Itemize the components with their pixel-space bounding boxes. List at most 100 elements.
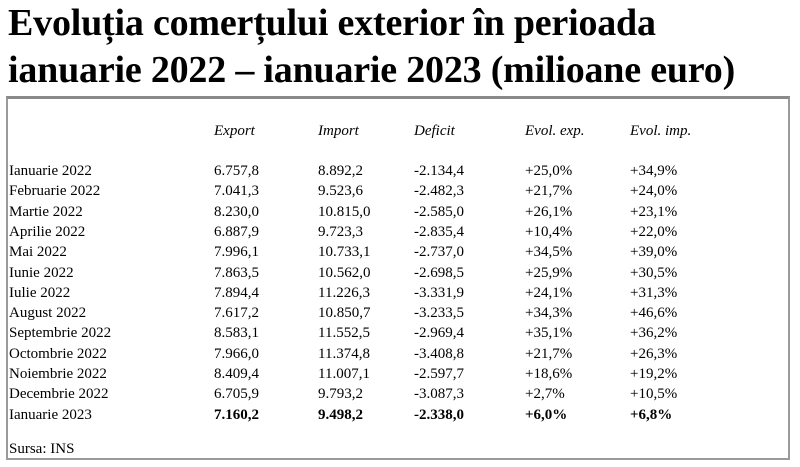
deficit-value: -3.331,9 <box>414 284 464 301</box>
deficit-value: -2.698,5 <box>414 264 464 281</box>
deficit-value: -2.597,7 <box>414 366 464 382</box>
export-value: 7.160,2 <box>214 406 259 423</box>
title-line-1: Evoluția comerțului exterior în perioada <box>8 2 656 44</box>
deficit-value: -2.835,4 <box>414 223 464 240</box>
row-label: Ianuarie 2022 <box>9 163 92 179</box>
import-value: 10.733,1 <box>318 244 371 261</box>
deficit-value: -3.233,5 <box>414 305 464 322</box>
evol-exp-value: +10,4% <box>525 223 573 240</box>
evol-exp-value: +6,0% <box>525 406 568 423</box>
import-value: 10.850,7 <box>318 305 371 322</box>
table-row: Noiembrie 2022 8.409,4 11.007,1 -2.597,7 +18… <box>0 364 800 384</box>
evol-exp-value: +34,3% <box>525 305 573 322</box>
export-value: 7.863,5 <box>214 264 259 281</box>
evol-imp-value: +19,2% <box>630 366 678 382</box>
table-row: Februarie 2022 7.041,3 9.523,6 -2.482,3 +21,… <box>0 181 800 201</box>
export-value: 7.617,2 <box>214 305 259 322</box>
column-header-deficit: Deficit <box>414 123 455 139</box>
import-value: 11.226,3 <box>318 284 370 301</box>
row-label: Martie 2022 <box>9 203 83 220</box>
deficit-value: -2.482,3 <box>414 183 464 200</box>
table-row: Octombrie 2022 7.966,0 11.374,8 -3.408,8 +21… <box>0 344 800 364</box>
import-value: 11.552,5 <box>318 325 370 342</box>
row-label: Ianuarie 2023 <box>9 406 92 423</box>
export-value: 8.230,0 <box>214 203 259 220</box>
export-value: 7.966,0 <box>214 345 259 362</box>
evol-exp-value: +21,7% <box>525 345 573 362</box>
row-label: Iulie 2022 <box>9 284 71 301</box>
evol-imp-value: +46,6% <box>630 305 678 322</box>
import-value: 9.498,2 <box>318 406 363 423</box>
evol-exp-value: +26,1% <box>525 203 573 220</box>
table-row: Septembrie 2022 8.583,1 11.552,5 -2.969,4 +3… <box>0 323 800 343</box>
import-value: 10.815,0 <box>318 203 371 220</box>
export-value: 6.705,9 <box>214 386 259 403</box>
column-header-evol-exp: Evol. exp. <box>525 123 585 139</box>
table-row: Mai 2022 7.996,1 10.733,1 -2.737,0 +34,5% +39… <box>0 242 800 262</box>
page-title: Evoluția comerțului exterior în perioada… <box>8 0 735 94</box>
table-row: Martie 2022 8.230,0 10.815,0 -2.585,0 +26,1%… <box>0 202 800 222</box>
row-label: Septembrie 2022 <box>9 325 112 342</box>
import-value: 10.562,0 <box>318 264 371 281</box>
table-row: Aprilie 2022 6.887,9 9.723,3 -2.835,4 +10,4%… <box>0 222 800 242</box>
table-row: August 2022 7.617,2 10.850,7 -3.233,5 +34,3%… <box>0 303 800 323</box>
table-row: Decembrie 2022 6.705,9 9.793,2 -3.087,3 +2,7… <box>0 384 800 404</box>
row-label: August 2022 <box>9 305 87 322</box>
table-row: Iulie 2022 7.894,4 11.226,3 -3.331,9 +24,1% +… <box>0 283 800 303</box>
export-value: 7.996,1 <box>214 244 259 261</box>
import-value: 11.007,1 <box>318 366 370 382</box>
deficit-value: -2.338,0 <box>414 406 464 423</box>
table-row: Ianuarie 2022 6.757,8 8.892,2 -2.134,4 +25,0… <box>0 161 800 181</box>
export-value: 8.583,1 <box>214 325 259 342</box>
evol-imp-value: +30,5% <box>630 264 678 281</box>
title-line-2: ianuarie 2022 – ianuarie 2023 (milioane … <box>8 49 736 91</box>
row-label: Aprilie 2022 <box>9 223 86 240</box>
evol-imp-value: +23,1% <box>630 203 678 220</box>
deficit-value: -3.087,3 <box>414 386 464 403</box>
row-label: Iunie 2022 <box>9 264 74 281</box>
export-value: 6.887,9 <box>214 223 259 240</box>
row-label: Decembrie 2022 <box>9 386 109 403</box>
row-label: Octombrie 2022 <box>9 345 107 362</box>
evol-exp-value: +24,1% <box>525 284 573 301</box>
import-value: 11.374,8 <box>318 345 370 362</box>
evol-exp-value: +21,7% <box>525 183 573 200</box>
export-value: 8.409,4 <box>214 366 259 382</box>
evol-exp-value: +25,0% <box>525 163 573 179</box>
evol-exp-value: +35,1% <box>525 325 573 342</box>
deficit-value: -2.737,0 <box>414 244 464 261</box>
source-note: Sursa: INS <box>9 441 75 457</box>
column-header-import: Import <box>318 123 359 139</box>
evol-exp-value: +34,5% <box>525 244 573 261</box>
import-value: 9.723,3 <box>318 223 363 240</box>
evol-imp-value: +31,3% <box>630 284 678 301</box>
row-label: Februarie 2022 <box>9 183 101 200</box>
column-header-export: Export <box>214 123 255 139</box>
deficit-value: -2.134,4 <box>414 163 464 179</box>
column-header-evol-imp: Evol. imp. <box>630 123 692 139</box>
import-value: 8.892,2 <box>318 163 363 179</box>
evol-imp-value: +36,2% <box>630 325 678 342</box>
evol-imp-value: +26,3% <box>630 345 678 362</box>
table-row: Iunie 2022 7.863,5 10.562,0 -2.698,5 +25,9% +… <box>0 263 800 283</box>
row-label: Noiembrie 2022 <box>9 366 107 382</box>
evol-imp-value: +22,0% <box>630 223 678 240</box>
table-frame <box>6 96 790 460</box>
export-value: 7.894,4 <box>214 284 259 301</box>
evol-imp-value: +34,9% <box>630 163 678 179</box>
evol-imp-value: +39,0% <box>630 244 678 261</box>
evol-imp-value: +10,5% <box>630 386 678 403</box>
deficit-value: -3.408,8 <box>414 345 464 362</box>
evol-imp-value: +24,0% <box>630 183 678 200</box>
export-value: 7.041,3 <box>214 183 259 200</box>
deficit-value: -2.585,0 <box>414 203 464 220</box>
deficit-value: -2.969,4 <box>414 325 464 342</box>
evol-exp-value: +18,6% <box>525 366 573 382</box>
table-row: Ianuarie 2023 7.160,2 9.498,2 -2.338,0 +6,0%… <box>0 405 800 425</box>
import-value: 9.793,2 <box>318 386 363 403</box>
import-value: 9.523,6 <box>318 183 363 200</box>
export-value: 6.757,8 <box>214 163 259 179</box>
evol-exp-value: +25,9% <box>525 264 573 281</box>
evol-exp-value: +2,7% <box>525 386 565 403</box>
evol-imp-value: +6,8% <box>630 406 673 423</box>
